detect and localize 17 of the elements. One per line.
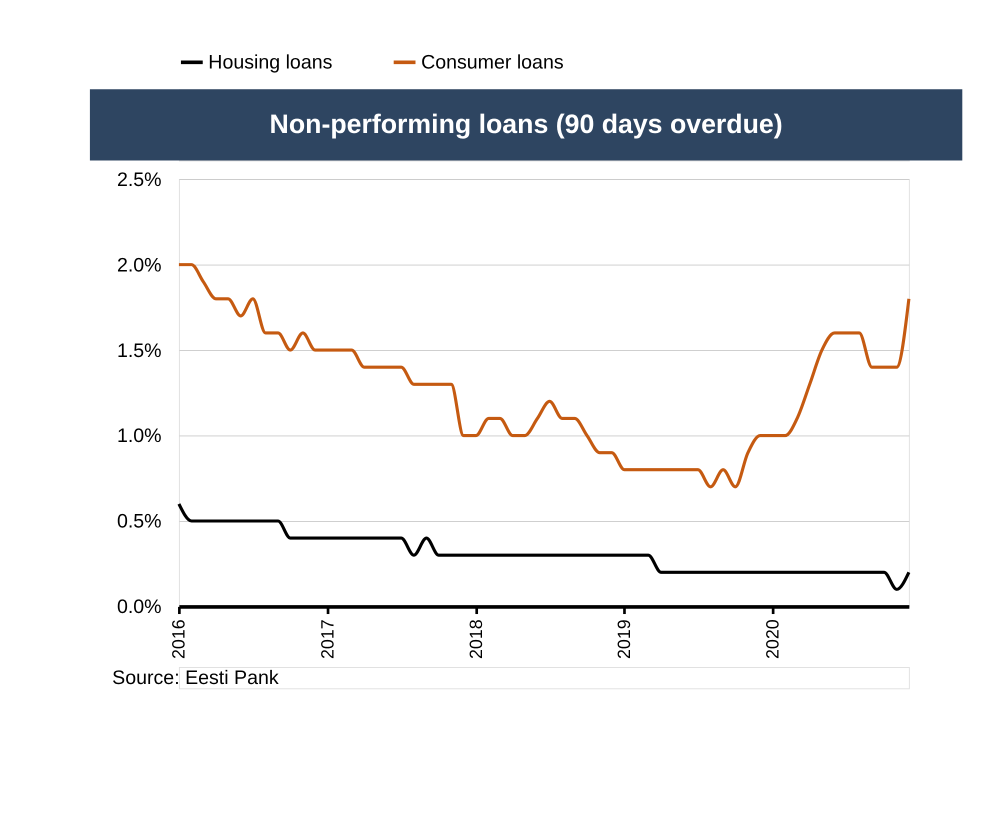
- line-series: [177, 263, 910, 488]
- x-tick-label: 2016: [168, 619, 189, 659]
- y-tick-label: 1.0%: [116, 425, 162, 448]
- line-series: [177, 502, 910, 591]
- x-tick-label: 2017: [317, 619, 338, 659]
- y-tick-label: 0.0%: [116, 596, 162, 618]
- legend-label: Housing loans: [208, 52, 333, 74]
- y-tick-label: 0.5%: [116, 510, 162, 533]
- x-tick-label: 2019: [614, 619, 634, 659]
- y-tick-label: 2.5%: [116, 168, 162, 191]
- source-note: Source: Eesti Pank: [112, 666, 279, 689]
- y-tick-label: 1.5%: [116, 340, 162, 362]
- x-tick-label: 2018: [466, 619, 486, 659]
- y-tick-label: 2.0%: [116, 254, 162, 276]
- legend-label: Consumer loans: [421, 52, 564, 74]
- chart-title: Non-performing loans (90 days overdue): [270, 108, 783, 139]
- x-tick-label: 2020: [762, 619, 783, 659]
